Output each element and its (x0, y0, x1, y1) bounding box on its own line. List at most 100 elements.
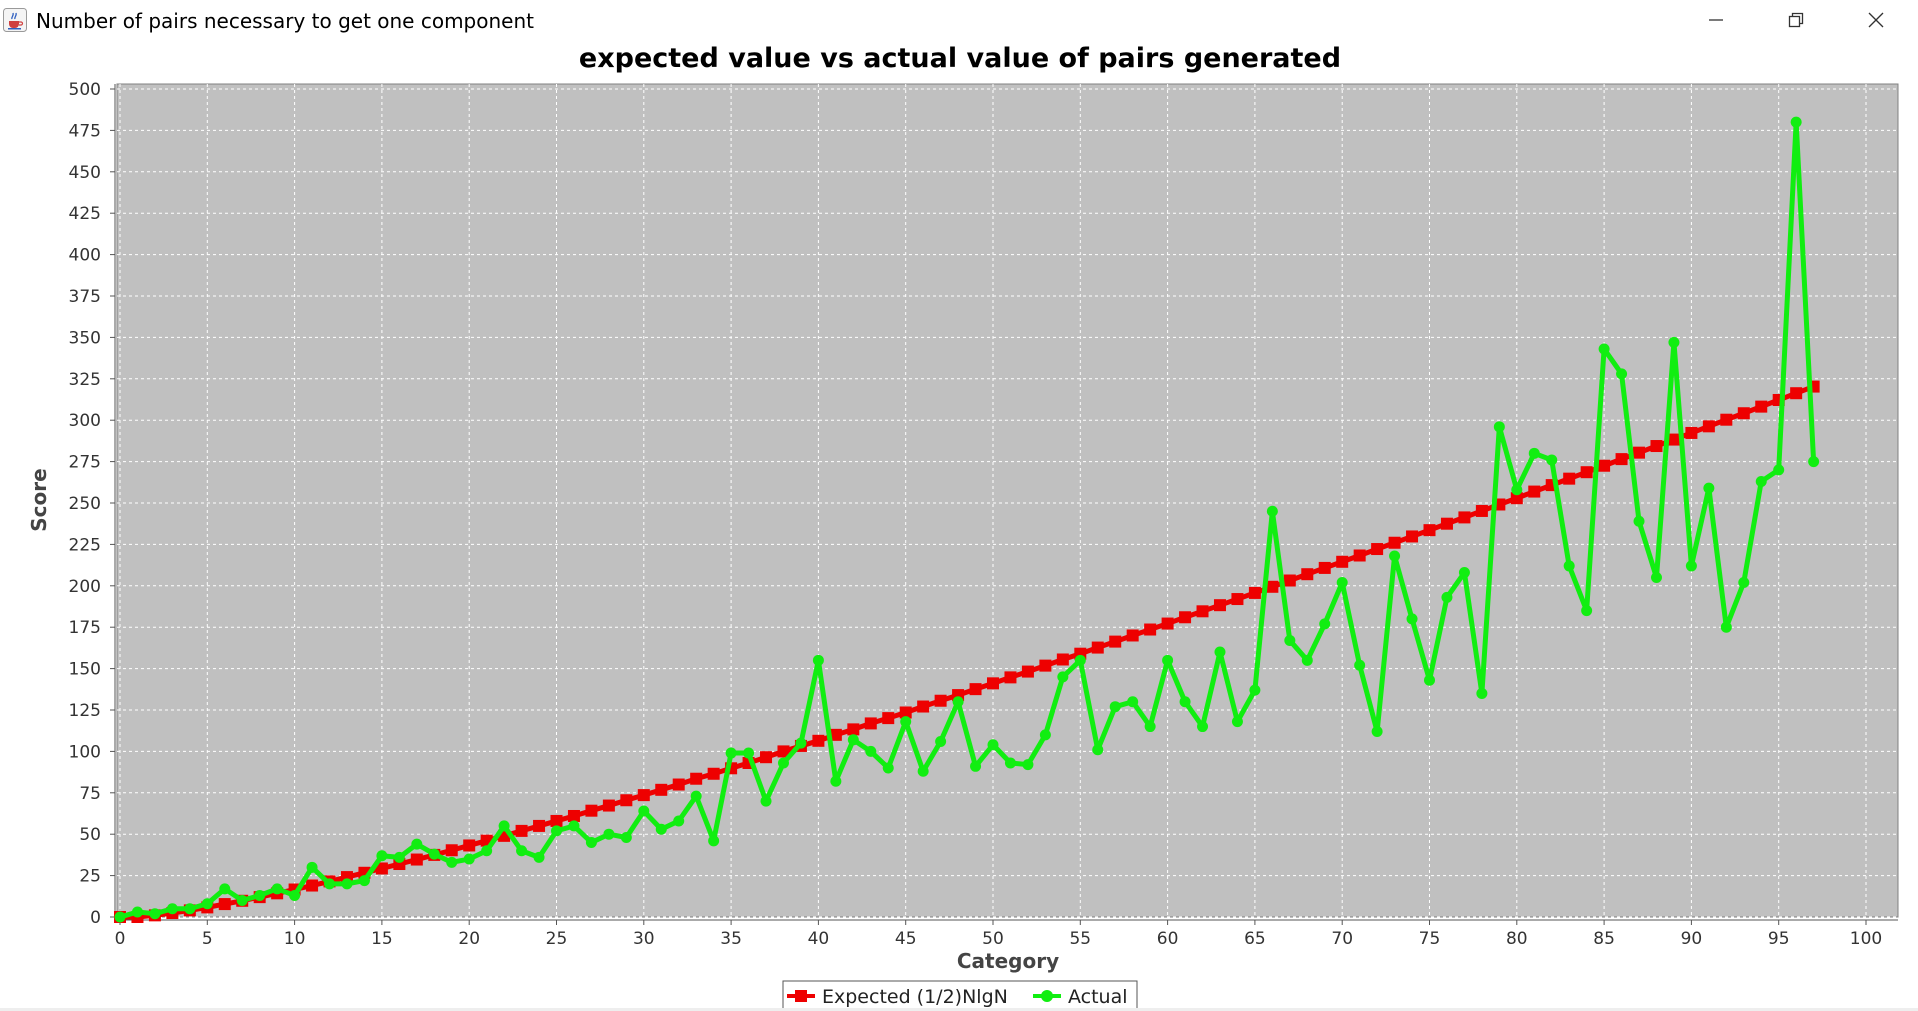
data-point (917, 700, 930, 713)
y-tick-label: 150 (69, 660, 101, 680)
gridlines (117, 84, 1898, 918)
data-point (533, 851, 545, 863)
data-point (1546, 454, 1558, 466)
title-bar: Number of pairs necessary to get one com… (0, 0, 1918, 42)
data-point (1127, 696, 1139, 708)
data-point (864, 717, 877, 730)
data-point (708, 835, 720, 847)
data-point (638, 805, 650, 817)
data-point (1249, 684, 1261, 696)
x-tick-label: 70 (1331, 929, 1353, 949)
x-tick-label: 15 (371, 929, 393, 949)
data-point (1581, 605, 1593, 617)
restore-button[interactable] (1756, 0, 1836, 40)
data-point (1197, 721, 1209, 733)
x-tick-label: 90 (1681, 929, 1703, 949)
data-point (1162, 654, 1174, 666)
data-point (812, 654, 824, 666)
x-tick-label: 50 (982, 929, 1004, 949)
data-point (1336, 555, 1349, 568)
x-tick-label: 100 (1850, 929, 1882, 949)
data-point (952, 696, 964, 708)
data-point (219, 883, 231, 895)
data-point (865, 745, 877, 757)
data-point (289, 889, 301, 901)
data-point (1685, 560, 1697, 572)
data-point (1720, 413, 1733, 426)
close-button[interactable] (1836, 0, 1916, 40)
data-point (777, 757, 789, 769)
legend: Expected (1/2)NlgN Actual (782, 980, 1138, 1008)
data-point (1196, 605, 1209, 618)
data-point (516, 845, 528, 857)
x-tick-label: 30 (633, 929, 655, 949)
data-point (1440, 517, 1453, 530)
data-point (1703, 482, 1715, 494)
data-point (131, 906, 143, 918)
java-cup-icon (3, 8, 27, 32)
data-point (375, 862, 388, 875)
data-point (567, 809, 580, 822)
window-title: Number of pairs necessary to get one com… (36, 9, 534, 33)
data-point (568, 820, 580, 832)
data-point (1336, 576, 1348, 588)
data-point (1057, 671, 1069, 683)
data-point (515, 824, 528, 837)
data-point (306, 879, 319, 892)
y-tick-label: 400 (69, 246, 101, 266)
data-point (1616, 368, 1628, 380)
data-point (1528, 447, 1540, 459)
y-tick-label: 325 (69, 370, 101, 390)
minimize-button[interactable] (1676, 0, 1756, 40)
data-point (271, 883, 283, 895)
data-point (637, 789, 650, 802)
data-point (1161, 617, 1174, 630)
x-tick-label: 10 (284, 929, 306, 949)
data-point (987, 739, 999, 751)
x-tick-label: 60 (1157, 929, 1179, 949)
data-point (1266, 505, 1278, 517)
y-axis-label: Score (27, 468, 51, 531)
data-point (254, 889, 266, 901)
data-point (1475, 504, 1488, 517)
data-point (969, 683, 982, 696)
data-point (463, 853, 475, 865)
data-point (149, 908, 161, 920)
data-point (1755, 400, 1768, 413)
data-point (603, 828, 615, 840)
x-tick-label: 95 (1768, 929, 1790, 949)
data-point (1214, 646, 1226, 658)
data-point (1179, 611, 1192, 624)
data-point (1301, 568, 1314, 581)
y-tick-label: 475 (69, 121, 101, 141)
data-point (1633, 515, 1645, 527)
data-point (166, 903, 178, 915)
x-tick-label: 40 (808, 929, 830, 949)
data-point (445, 844, 458, 857)
x-tick-label: 75 (1419, 929, 1441, 949)
data-point (900, 716, 912, 728)
data-point (1039, 659, 1052, 672)
data-point (114, 911, 126, 923)
data-point (1493, 421, 1505, 433)
data-point (1615, 453, 1628, 466)
data-point (690, 772, 703, 785)
minimize-icon (1709, 19, 1723, 21)
data-point (1737, 407, 1750, 420)
data-point (707, 767, 720, 780)
y-tick-label: 25 (79, 867, 101, 887)
x-tick-label: 25 (546, 929, 568, 949)
data-point (1808, 456, 1820, 468)
data-point (585, 836, 597, 848)
data-point (1318, 561, 1331, 574)
data-point (1074, 654, 1086, 666)
data-point (551, 825, 562, 837)
x-tick-label: 5 (202, 929, 213, 949)
x-axis-label: Category (957, 949, 1059, 973)
data-point (934, 694, 947, 707)
data-point (987, 677, 999, 690)
data-point (1702, 420, 1715, 433)
data-point (550, 814, 563, 827)
y-tick-label: 500 (69, 80, 101, 100)
data-point (1790, 116, 1802, 128)
